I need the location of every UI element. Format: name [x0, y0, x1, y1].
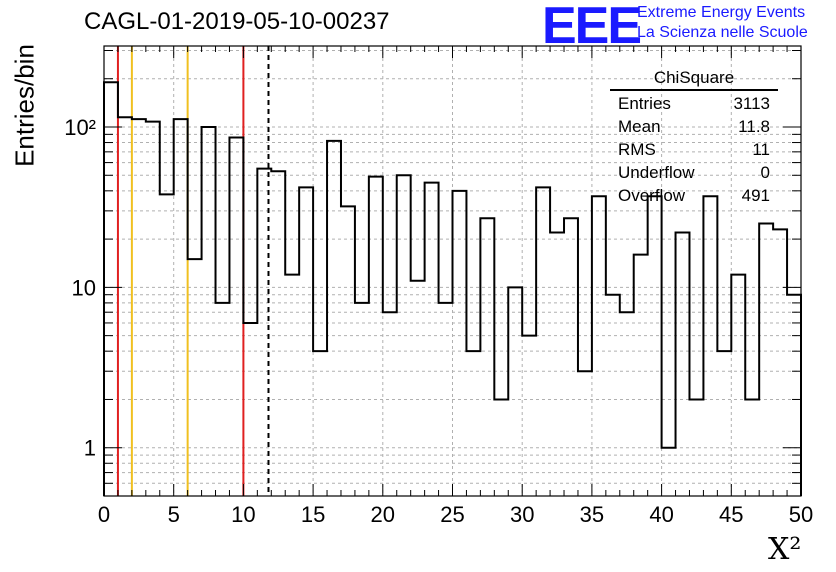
- stats-value: 11: [752, 140, 770, 159]
- stats-label: RMS: [618, 140, 656, 159]
- stats-box: ChiSquare Entries 3113 Mean 11.8 RMS 11 Und…: [610, 68, 778, 207]
- stats-row-mean: Mean 11.8: [610, 115, 778, 138]
- chart-title: CAGL-01-2019-05-10-00237: [84, 8, 390, 35]
- x-tick-label: 30: [510, 502, 534, 527]
- y-axis-label: Entries/bin: [9, 44, 40, 167]
- stats-value: 0: [760, 163, 770, 182]
- stats-value: 3113: [733, 94, 770, 113]
- x-tick-label: 15: [301, 502, 325, 527]
- x-tick-label: 25: [440, 502, 464, 527]
- y-tick-label: 1: [84, 436, 96, 461]
- stats-row-underflow: Underflow 0: [610, 161, 778, 184]
- x-tick-label: 40: [649, 502, 673, 527]
- stats-label: Entries: [618, 94, 671, 113]
- x-tick-label: 50: [789, 502, 813, 527]
- stats-value: 11.8: [738, 117, 770, 136]
- eee-logo: EEE: [542, 0, 642, 55]
- stats-label: Overflow: [618, 186, 686, 205]
- x-tick-label: 35: [580, 502, 604, 527]
- x-tick-label: 0: [98, 502, 110, 527]
- logo-line-2: La Scienza nelle Scuole: [637, 24, 808, 41]
- x-axis-label: X²: [768, 532, 802, 567]
- stats-label: Underflow: [618, 163, 695, 182]
- stats-row-rms: RMS 11: [610, 138, 778, 161]
- logo-line-1: Extreme Energy Events: [637, 4, 806, 21]
- x-tick-label: 20: [371, 502, 395, 527]
- x-tick-label: 10: [231, 502, 255, 527]
- stats-label: Mean: [618, 117, 661, 136]
- x-tick-label: 5: [168, 502, 180, 527]
- stats-row-entries: Entries 3113: [610, 92, 778, 115]
- y-tick-label: 10: [72, 275, 96, 300]
- stats-header: ChiSquare: [610, 68, 778, 91]
- stats-value: 491: [741, 186, 770, 205]
- y-tick-label: 10²: [64, 115, 96, 140]
- x-tick-label: 45: [719, 502, 743, 527]
- histogram-bins: [103, 81, 802, 496]
- stats-row-overflow: Overflow 491: [610, 184, 778, 207]
